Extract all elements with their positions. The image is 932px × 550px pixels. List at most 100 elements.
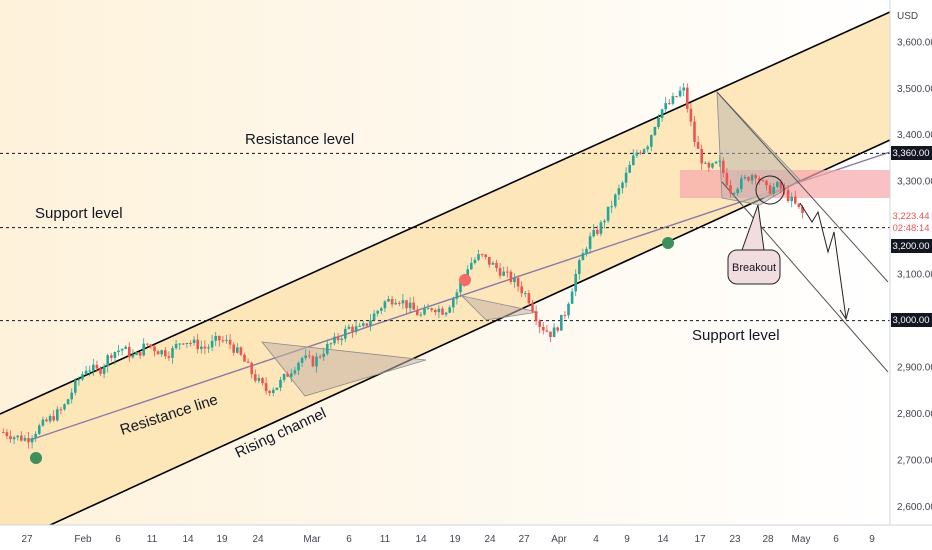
- candle-body: [441, 308, 444, 315]
- time-axis[interactable]: [0, 525, 932, 550]
- channel-upper-line[interactable]: [0, 11, 891, 415]
- candle-body: [578, 260, 581, 275]
- candle-body: [419, 314, 423, 316]
- candle-body: [34, 433, 37, 439]
- date-tick-label: 6: [346, 534, 352, 545]
- candle-body: [275, 387, 279, 390]
- candle-body: [243, 354, 246, 362]
- candle-body: [614, 194, 617, 207]
- candle-body: [156, 351, 160, 355]
- candle-body: [164, 350, 167, 357]
- candle-body: [786, 189, 790, 201]
- candle-body: [513, 277, 516, 283]
- currency-label: USD: [897, 11, 918, 22]
- candle-body: [527, 293, 531, 304]
- countdown-text: 02:48:14: [893, 223, 930, 234]
- candle-body: [372, 313, 376, 321]
- breakout-callout[interactable]: [727, 249, 781, 285]
- candle-body: [272, 389, 275, 393]
- candle-body: [754, 175, 757, 179]
- candle-body: [128, 346, 131, 358]
- candle-body: [182, 343, 185, 345]
- candle-body: [358, 325, 361, 327]
- candle-body: [189, 342, 192, 344]
- price-axis[interactable]: [890, 0, 932, 525]
- triangle-pattern-2: [460, 295, 539, 321]
- candle-body: [725, 172, 729, 186]
- candle-body: [675, 96, 678, 98]
- channel-lower-line[interactable]: [0, 139, 891, 549]
- candle-body: [560, 314, 563, 331]
- current-price-text: 3,223.44: [893, 211, 930, 222]
- support-low-price-tag[interactable]: [891, 313, 932, 327]
- candle-body: [466, 269, 469, 276]
- support-high-price-tag[interactable]: [891, 239, 932, 253]
- candle-body: [398, 302, 401, 304]
- candle-body: [549, 331, 552, 338]
- date-tick-label: 6: [833, 534, 839, 545]
- candle-body: [315, 356, 318, 367]
- candle-body: [437, 308, 441, 313]
- candle-body: [239, 347, 243, 355]
- candle-body: [264, 383, 268, 391]
- current-price-tag[interactable]: [891, 207, 932, 234]
- candle-body: [459, 281, 462, 293]
- candle-body: [311, 356, 315, 367]
- candle-body: [236, 347, 239, 353]
- candle-body: [99, 368, 102, 374]
- candle-body: [574, 274, 577, 292]
- candle-body: [477, 254, 480, 260]
- candle-body: [628, 164, 631, 173]
- candle-body: [657, 117, 660, 127]
- candle-body: [416, 309, 419, 316]
- candle-body: [531, 303, 534, 312]
- candle-body: [671, 96, 675, 104]
- candle-body: [376, 310, 379, 314]
- candle-body: [452, 298, 455, 308]
- candle-body: [412, 302, 415, 310]
- date-tick-label: 14: [182, 534, 194, 545]
- candle-body: [434, 310, 437, 313]
- low-marker-right: [662, 237, 674, 249]
- candle-body: [520, 286, 523, 294]
- candle-body: [293, 370, 297, 374]
- candle-body: [225, 339, 228, 341]
- price-tick-label: 2,700.00: [897, 455, 932, 466]
- candle-body: [480, 254, 484, 256]
- candle-body: [369, 320, 372, 326]
- projected-path: [799, 202, 847, 319]
- candle-body: [484, 254, 487, 258]
- projection-line-2: [721, 181, 889, 373]
- candle-body: [610, 206, 613, 208]
- candle-body: [448, 307, 451, 313]
- support-level-label-right: Support level: [692, 327, 780, 344]
- candle-body: [664, 103, 667, 110]
- resistance-level-label: Resistance level: [245, 131, 354, 148]
- candle-body: [344, 328, 347, 339]
- date-tick-label: 11: [380, 534, 391, 545]
- candle-body: [84, 370, 88, 375]
- resistance-price-tag[interactable]: [891, 146, 932, 160]
- price-tick-label: 3,100.00: [897, 270, 932, 281]
- candle-body: [203, 346, 207, 349]
- resistance-price-tag-text: 3,360.00: [893, 148, 930, 159]
- candle-body: [88, 370, 91, 372]
- candle-body: [635, 152, 639, 156]
- candle-body: [2, 432, 5, 434]
- candle-body: [718, 160, 721, 162]
- candle-body: [801, 206, 804, 213]
- candle-body: [254, 374, 257, 381]
- date-tick-label: 24: [252, 534, 264, 545]
- candle-body: [27, 437, 30, 443]
- candle-body: [48, 416, 52, 422]
- candle-body: [426, 308, 430, 310]
- candle-body: [12, 437, 16, 440]
- candle-body: [232, 344, 235, 353]
- candle-body: [300, 358, 304, 363]
- candle-body: [308, 355, 311, 357]
- candle-body: [653, 126, 657, 136]
- candle-body: [542, 326, 545, 331]
- candle-body: [138, 352, 142, 356]
- candle-body: [95, 364, 99, 369]
